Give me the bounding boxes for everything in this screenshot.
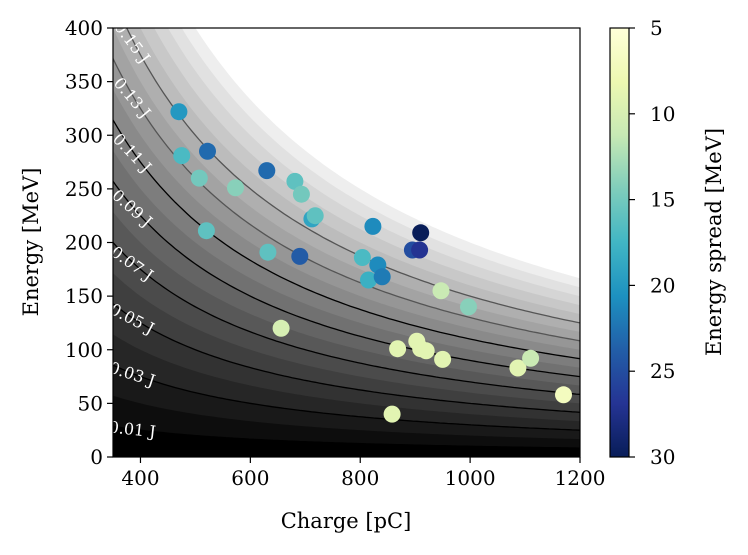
contour-line [113,58,580,342]
data-point [170,103,188,121]
data-point [434,350,452,368]
data-point [306,207,324,225]
contour-band [113,426,580,457]
colorbar-gradient [610,28,629,457]
contour-line [113,119,580,360]
energy-contour-bands [113,28,580,457]
data-point [190,169,208,187]
data-point [522,349,540,367]
data-point [555,386,572,404]
data-point [412,224,430,242]
data-point [360,271,377,289]
contour-line [113,180,580,378]
data-point [199,142,216,160]
y-tick-label: 150 [65,284,103,308]
data-point [272,319,290,337]
data-point [383,405,401,423]
colorbar-tick-label: 25 [650,359,675,383]
y-tick-label: 0 [90,445,103,469]
y-tick-label: 250 [65,177,103,201]
data-point [258,162,276,180]
data-point [292,185,310,203]
x-tick-label: 800 [341,466,379,490]
data-point [286,172,304,190]
y-tick-label: 300 [65,123,103,147]
y-tick-label: 200 [65,231,103,255]
colorbar-tick-label: 15 [650,188,675,212]
colorbar: 5 10 15 20 25 30 Energy spread [MeV] [609,16,726,469]
contour-line [113,303,580,413]
colorbar-tick-label: 10 [650,102,675,126]
data-point [509,359,527,377]
data-point [373,268,391,286]
x-tick-label: 1200 [555,466,606,490]
x-axis-title: Charge [pC] [281,509,412,533]
data-point [227,179,244,197]
colorbar-tick-label: 20 [650,273,675,297]
data-point [460,298,477,316]
y-tick-label: 400 [65,16,103,40]
y-tick-label: 100 [65,338,103,362]
data-points [170,103,572,423]
data-point [417,342,435,360]
contour-line [113,425,580,449]
colorbar-frame [609,27,630,458]
x-axis: 400 600 800 1000 1200 [121,457,605,490]
colorbar-tick-label: 30 [650,445,675,469]
colorbar-title: Energy spread [MeV] [702,128,726,356]
contour-line [113,242,580,396]
colorbar-tick-label: 5 [650,16,663,40]
y-axis: 0 50 100 150 200 250 300 350 400 [65,16,113,469]
energy-contour-lines [113,28,580,449]
contour-line [113,364,580,431]
data-point [259,243,277,261]
colorbar-ticks: 5 10 15 20 25 30 [629,16,675,469]
x-tick-label: 1000 [445,466,496,490]
y-tick-label: 350 [65,70,103,94]
x-tick-label: 600 [231,466,269,490]
data-point [411,241,429,259]
x-tick-label: 400 [121,466,159,490]
data-point [432,282,450,300]
data-point [197,222,215,240]
contour-line [126,28,580,324]
data-point [364,217,382,235]
data-point [291,247,309,265]
data-point [389,340,407,358]
contour-label: 0.01 J [108,417,157,441]
y-axis-title: Energy [MeV] [19,168,43,317]
data-point [353,249,371,266]
data-point [173,147,191,165]
y-tick-label: 50 [78,391,103,415]
